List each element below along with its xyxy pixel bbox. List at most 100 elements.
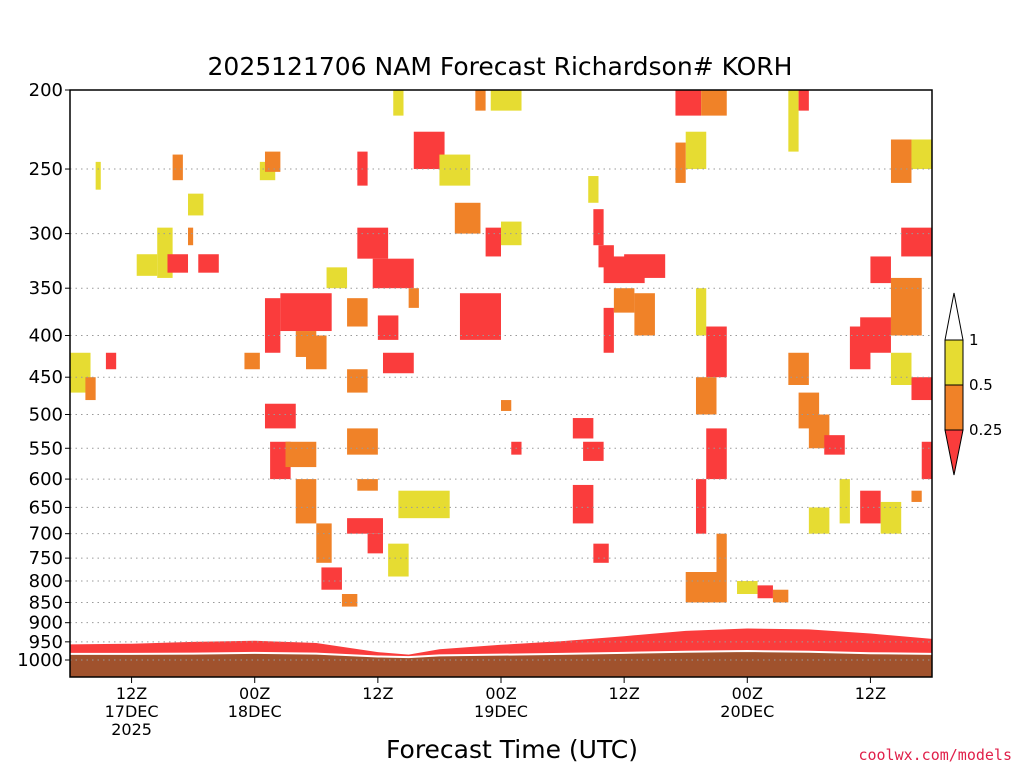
ri-cell xyxy=(501,400,512,411)
ri-cell xyxy=(136,254,158,276)
ri-cell xyxy=(921,441,932,480)
ri-cell xyxy=(870,256,891,284)
ri-cell xyxy=(593,543,609,563)
ground-fill xyxy=(70,651,932,677)
ri-cell xyxy=(475,90,486,111)
x-tick-label: 18DEC xyxy=(228,702,282,721)
ri-cell xyxy=(367,533,383,554)
ri-cell xyxy=(167,254,189,273)
y-tick-label: 450 xyxy=(29,367,63,388)
colorbar-bin xyxy=(944,384,964,431)
ri-cell xyxy=(295,479,317,524)
ri-cell xyxy=(264,151,281,172)
ri-cell xyxy=(685,572,727,603)
chart-title: 2025121706 NAM Forecast Richardson# KORH xyxy=(208,52,793,81)
colorbar-label: 0.25 xyxy=(969,421,1002,439)
ri-cell xyxy=(695,288,707,336)
ri-cell xyxy=(706,326,727,378)
ri-cell xyxy=(788,90,799,152)
ri-cell xyxy=(316,523,332,563)
x-tick-label: 12Z xyxy=(608,684,639,703)
y-tick-label: 700 xyxy=(29,524,63,545)
y-tick-label: 900 xyxy=(29,613,63,634)
x-tick-label: 00Z xyxy=(239,684,270,703)
ri-cell xyxy=(454,202,481,234)
x-tick-label: 20DEC xyxy=(720,702,774,721)
y-tick-label: 600 xyxy=(29,469,63,490)
ri-cell xyxy=(890,277,922,336)
ri-cell xyxy=(347,518,383,534)
ri-cell xyxy=(377,315,399,340)
ri-cell xyxy=(798,90,809,111)
y-tick-label: 350 xyxy=(29,278,63,299)
ri-cell xyxy=(388,543,409,577)
ri-cell xyxy=(675,90,702,116)
y-tick-label: 400 xyxy=(29,325,63,346)
ri-cell xyxy=(788,352,809,385)
x-tick-label: 00Z xyxy=(732,684,763,703)
ri-cell xyxy=(95,161,101,190)
ri-cell xyxy=(860,317,891,353)
x-tick-label: 00Z xyxy=(485,684,516,703)
colorbar-top-arrow xyxy=(944,292,964,341)
ri-cell xyxy=(624,254,666,278)
ri-cell xyxy=(583,441,604,461)
ri-cell xyxy=(911,139,932,170)
ri-cell xyxy=(188,193,204,216)
surface-layer xyxy=(70,628,932,677)
ri-cell xyxy=(737,580,758,595)
ri-cell xyxy=(572,418,594,439)
y-tick-label: 250 xyxy=(29,159,63,180)
colorbar-label: 1 xyxy=(969,331,979,349)
cells-layer xyxy=(70,90,932,607)
ri-cell xyxy=(593,209,604,246)
y-tick-label: 1000 xyxy=(17,650,63,671)
x-axis-label: Forecast Time (UTC) xyxy=(386,735,638,764)
y-tick-label: 800 xyxy=(29,571,63,592)
ri-cell xyxy=(321,567,342,590)
colorbar-legend: 1 0.5 0.25 xyxy=(944,292,1002,476)
y-tick-label: 500 xyxy=(29,405,63,426)
y-tick-label: 950 xyxy=(29,632,63,653)
x-tick-label: 17DEC xyxy=(105,702,159,721)
x-tick-label: 12Z xyxy=(116,684,147,703)
y-tick-label: 750 xyxy=(29,548,63,569)
ri-cell xyxy=(695,479,707,534)
ri-cell xyxy=(716,533,727,573)
ri-cell xyxy=(459,293,501,340)
ri-cell xyxy=(901,227,932,257)
ri-cell xyxy=(603,307,614,353)
ri-cell xyxy=(824,435,845,455)
ri-cell xyxy=(357,227,389,259)
ri-cell xyxy=(393,90,404,116)
y-axis-ticks: 200 250 300 350 400 450 500 550 600 650 700 7508008… xyxy=(17,80,70,671)
grid-lines xyxy=(70,168,932,661)
ri-cell xyxy=(634,293,655,336)
ri-cell xyxy=(706,428,727,480)
ri-cell xyxy=(188,227,194,246)
ri-cell xyxy=(890,139,912,183)
colorbar-bottom-arrow xyxy=(944,429,964,476)
ri-cell xyxy=(285,441,317,468)
ri-cell xyxy=(347,369,368,393)
ri-cell xyxy=(408,288,419,308)
ri-cell xyxy=(280,293,332,332)
ri-cell xyxy=(306,335,327,370)
x-tick-label: 12Z xyxy=(855,684,886,703)
credit-text: coolwx.com/models xyxy=(858,746,1012,764)
ri-cell xyxy=(911,377,932,401)
ri-cell xyxy=(264,403,296,429)
x-tick-label: 12Z xyxy=(362,684,393,703)
colorbar-bin xyxy=(944,339,964,386)
ri-cell xyxy=(695,377,717,415)
ri-cell xyxy=(808,507,830,534)
ri-cell xyxy=(490,90,522,111)
colorbar-label: 0.5 xyxy=(969,376,993,394)
ri-cell xyxy=(685,131,707,170)
y-tick-label: 550 xyxy=(29,438,63,459)
ri-cell xyxy=(890,352,912,385)
ri-cell xyxy=(911,490,922,502)
ri-cell xyxy=(326,267,348,289)
